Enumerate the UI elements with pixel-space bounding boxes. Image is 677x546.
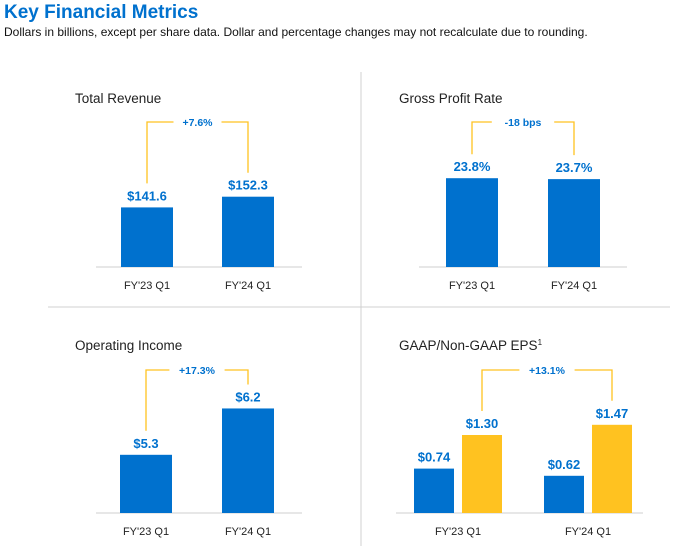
chart-title: Operating Income [75,338,182,353]
bar [462,435,502,513]
bar-data-label: $1.47 [596,406,629,421]
bar [222,408,274,513]
change-label: +17.3% [179,365,216,377]
x-tick-label: FY'24 Q1 [551,280,597,292]
bar [548,179,600,267]
bar [592,424,632,513]
x-tick-label: FY'23 Q1 [435,526,481,538]
change-bracket-left [481,369,520,411]
change-bracket-right [554,121,575,156]
change-bracket-left [145,369,170,431]
x-tick-label: FY'24 Q1 [565,526,611,538]
bar [121,207,173,267]
x-tick-label: FY'23 Q1 [124,280,170,292]
change-bracket-right [224,369,249,385]
change-label: -18 bps [505,117,542,129]
change-label: +7.6% [182,117,213,129]
x-tick-label: FY'23 Q1 [449,280,495,292]
change-bracket-right [574,369,613,401]
bar-data-label: $1.30 [466,416,499,431]
bar [222,196,274,267]
bar [120,454,172,513]
bar [414,468,454,513]
x-tick-label: FY'23 Q1 [123,526,169,538]
page-title: Key Financial Metrics [4,2,199,23]
chart-title-superscript: 1 [538,338,543,347]
bar-data-label: $6.2 [235,389,260,404]
bar-data-label: $152.3 [228,178,268,193]
change-bracket-right [221,121,249,173]
x-tick-label: FY'24 Q1 [225,526,271,538]
bar-data-label: $5.3 [133,436,158,451]
bar-data-label: 23.7% [556,160,593,175]
change-label: +13.1% [529,365,566,377]
bar-data-label: $0.62 [548,457,581,472]
bar-data-label: $141.6 [127,188,167,203]
bar-data-label: $0.74 [418,450,451,465]
chart-title: Gross Profit Rate [399,91,503,106]
x-tick-label: FY'24 Q1 [225,280,271,292]
chart-title: Total Revenue [75,91,161,106]
bar [446,178,498,267]
chart-title: GAAP/Non-GAAP EPS1 [399,338,543,353]
bar [544,475,584,513]
change-bracket-left [471,121,492,155]
bar-data-label: 23.8% [454,159,491,174]
page-subtitle: Dollars in billions, except per share da… [4,25,588,39]
change-bracket-left [146,121,174,184]
